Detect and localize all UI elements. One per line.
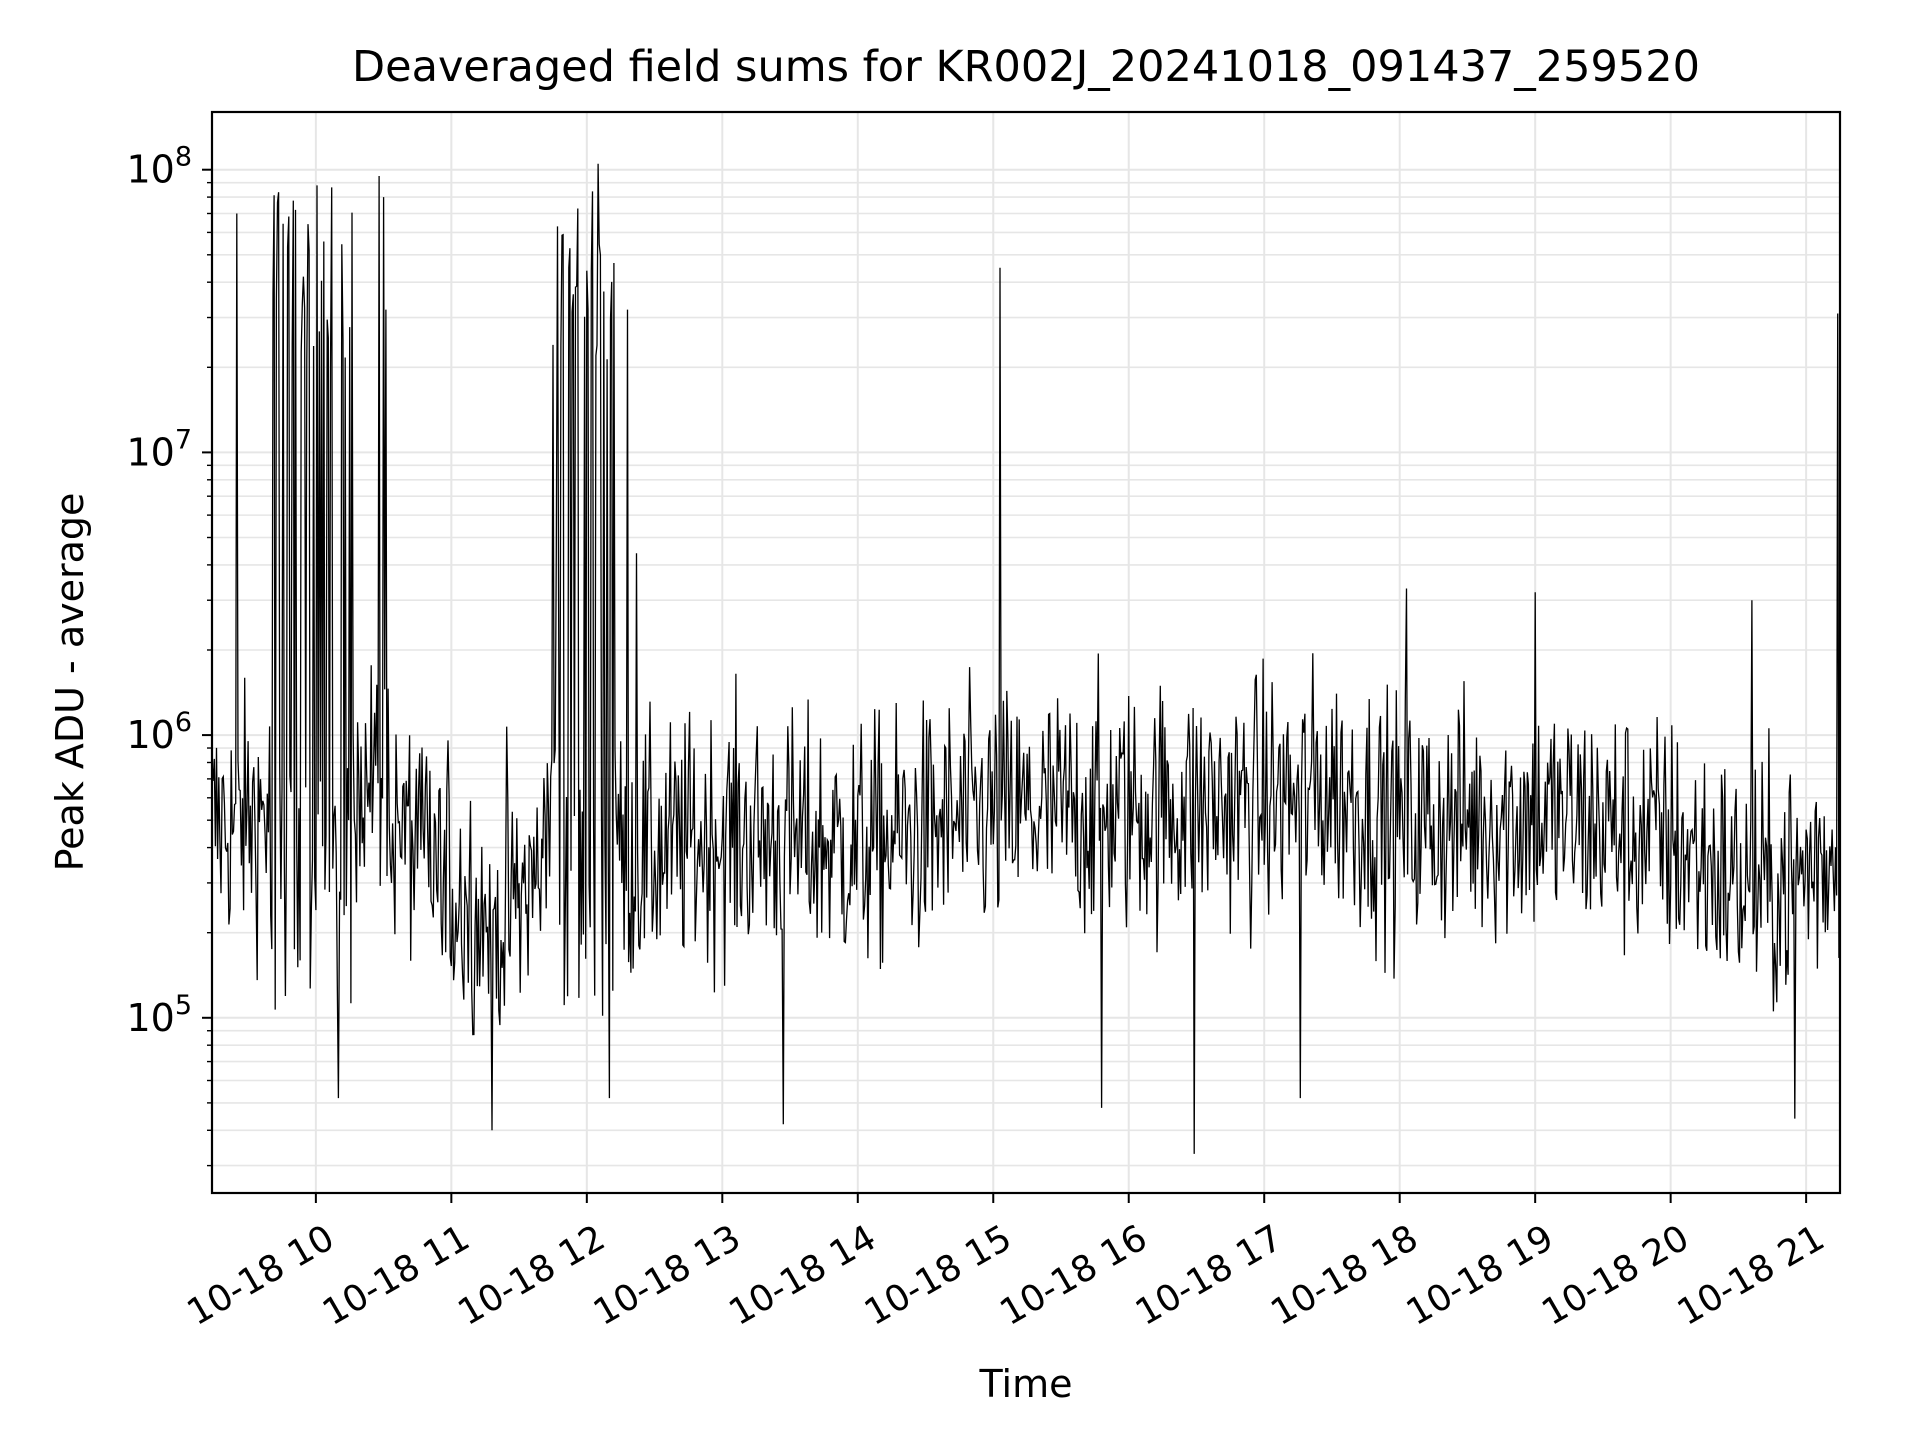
series-line	[211, 163, 1841, 1154]
x-tick-label: 10-18 18	[1264, 1217, 1425, 1333]
x-tick-label: 10-18 11	[316, 1217, 477, 1333]
y-tick-label: 107	[126, 424, 192, 474]
x-tick-label: 10-18 12	[451, 1217, 612, 1333]
series-line-group	[211, 163, 1841, 1154]
x-tick-label: 10-18 19	[1400, 1217, 1561, 1333]
x-tick-label: 10-18 13	[587, 1217, 748, 1333]
plot-frame	[210, 110, 1842, 1195]
x-tick-label: 10-18 17	[1129, 1217, 1290, 1333]
x-tick-label: 10-18 10	[180, 1217, 341, 1333]
y-tick-label: 108	[126, 142, 192, 192]
x-axis-label: Time	[979, 1362, 1073, 1406]
y-tick-label: 105	[126, 990, 192, 1040]
x-tick-label: 10-18 15	[858, 1217, 1019, 1333]
x-tick-label: 10-18 14	[722, 1217, 883, 1333]
x-tick-label: 10-18 20	[1535, 1217, 1696, 1333]
chart-title: Deaveraged field sums for KR002J_2024101…	[352, 42, 1700, 92]
y-axis-ticks: 105 106 107 108	[126, 142, 212, 1167]
x-tick-label: 10-18 21	[1671, 1217, 1832, 1333]
x-tick-label: 10-18 16	[993, 1217, 1154, 1333]
y-tick-label: 106	[126, 707, 192, 757]
grid-lines	[212, 112, 1840, 1193]
